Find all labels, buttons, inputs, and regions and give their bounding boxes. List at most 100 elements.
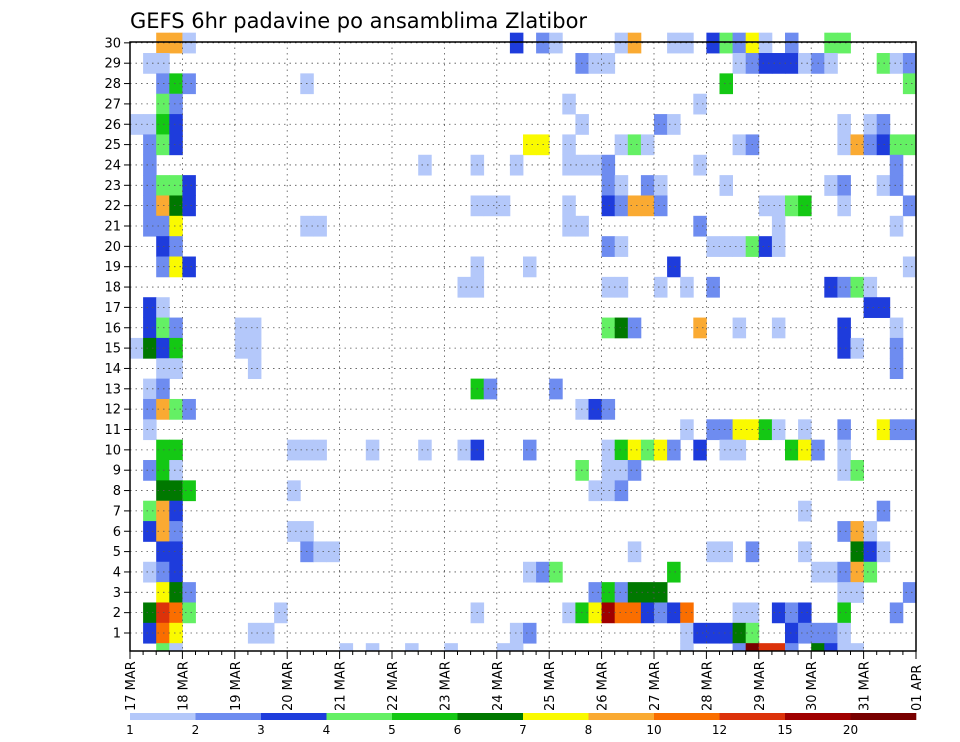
heatmap-cell (169, 32, 183, 54)
heatmap-cell (719, 32, 733, 54)
heatmap-cell (169, 561, 183, 583)
legend-swatch (130, 713, 196, 720)
x-tick-label: 22 MAR (386, 661, 401, 711)
heatmap-cell (549, 378, 563, 400)
heatmap-cell (771, 602, 786, 624)
heatmap-cell (562, 215, 576, 237)
x-tick-label: 30 MAR (805, 661, 820, 711)
heatmap-cell (902, 53, 917, 74)
summary-strip-cell (496, 643, 511, 651)
heatmap-cell (156, 541, 170, 563)
heatmap-cell (234, 317, 249, 339)
heatmap-cell (785, 439, 799, 461)
x-tick-label: 20 MAR (281, 661, 296, 711)
heatmap-cell (902, 195, 917, 217)
x-tick-label: 26 MAR (596, 661, 611, 711)
heatmap-cell (182, 480, 196, 502)
summary-strip-cell (785, 643, 799, 651)
heatmap-cell (143, 561, 157, 583)
heatmap-cell (732, 53, 747, 74)
heatmap-cell (732, 236, 747, 257)
heatmap-cell (143, 175, 157, 196)
heatmap-cell (169, 521, 183, 542)
heatmap-cell (247, 358, 262, 380)
heatmap-cell (771, 419, 786, 441)
heatmap-cell (614, 317, 629, 339)
heatmap-cell (732, 439, 747, 461)
heatmap-cell (156, 500, 170, 522)
y-tick-label: 14 (104, 362, 121, 377)
heatmap-cell (156, 317, 170, 339)
summary-strip-cell (771, 643, 786, 651)
heatmap-cell (627, 439, 642, 461)
heatmap-cell (614, 460, 629, 481)
heatmap-cell (667, 439, 681, 461)
y-tick-label: 26 (104, 118, 121, 133)
heatmap-cell (509, 622, 524, 644)
heatmap-cell (588, 154, 602, 176)
heatmap-cell (876, 297, 891, 318)
heatmap-cell (169, 541, 183, 563)
heatmap-cell (326, 541, 340, 563)
heatmap-cell (758, 236, 773, 257)
heatmap-cell (143, 53, 157, 74)
heatmap-cell (798, 622, 812, 644)
heatmap-cell (654, 602, 668, 624)
heatmap-cell (863, 561, 878, 583)
heatmap-cell (758, 53, 773, 74)
heatmap-cell (143, 378, 157, 400)
heatmap-cell (588, 602, 602, 624)
heatmap-cell (732, 622, 747, 644)
heatmap-cell (876, 541, 891, 563)
heatmap-cell (523, 134, 537, 156)
heatmap-cell (169, 460, 183, 481)
heatmap-cell (182, 73, 196, 95)
heatmap-cell (457, 439, 471, 461)
heatmap-cell (627, 195, 642, 217)
legend-swatch (326, 713, 393, 720)
y-tick-label: 19 (104, 260, 121, 275)
heatmap-cell (182, 582, 196, 603)
legend-swatch (195, 713, 262, 720)
heatmap-cell (418, 154, 432, 176)
heatmap-cell (732, 32, 747, 54)
heatmap-cell (614, 195, 629, 217)
heatmap-cell (614, 480, 629, 502)
y-tick-label: 3 (113, 586, 121, 601)
x-tick-label: 19 MAR (229, 661, 244, 711)
heatmap-cell (169, 480, 183, 502)
heatmap-cell (549, 561, 563, 583)
heatmap-cell (627, 317, 642, 339)
heatmap-cell (169, 398, 183, 420)
legend-label: 4 (323, 723, 331, 737)
heatmap-cell (247, 622, 262, 644)
x-tick-label: 17 MAR (124, 661, 139, 711)
heatmap-cell (156, 480, 170, 502)
heatmap-cell (693, 93, 707, 115)
heatmap-cell (771, 317, 786, 339)
heatmap-cell (876, 53, 891, 74)
heatmap-cell (863, 114, 878, 135)
heatmap-cell (169, 215, 183, 237)
heatmap-cell (601, 480, 616, 502)
heatmap-cell (837, 32, 851, 54)
heatmap-cell (509, 32, 524, 54)
heatmap-cell (824, 561, 838, 583)
heatmap-cell (837, 602, 851, 624)
heatmap-cell (156, 398, 170, 420)
heatmap-cell (614, 134, 629, 156)
legend-label: 12 (712, 723, 727, 737)
heatmap-cell (601, 195, 616, 217)
heatmap-cell (693, 154, 707, 176)
heatmap-cell (247, 317, 262, 339)
heatmap-cell (837, 195, 851, 217)
heatmap-cell (143, 419, 157, 441)
heatmap-cell (562, 602, 576, 624)
summary-strip-cell (811, 643, 825, 651)
heatmap-cell (169, 622, 183, 644)
heatmap-cell (614, 276, 629, 298)
heatmap-cell (156, 602, 170, 624)
heatmap-cell (247, 337, 262, 359)
heatmap-cell (902, 256, 917, 278)
heatmap-cell (771, 236, 786, 257)
